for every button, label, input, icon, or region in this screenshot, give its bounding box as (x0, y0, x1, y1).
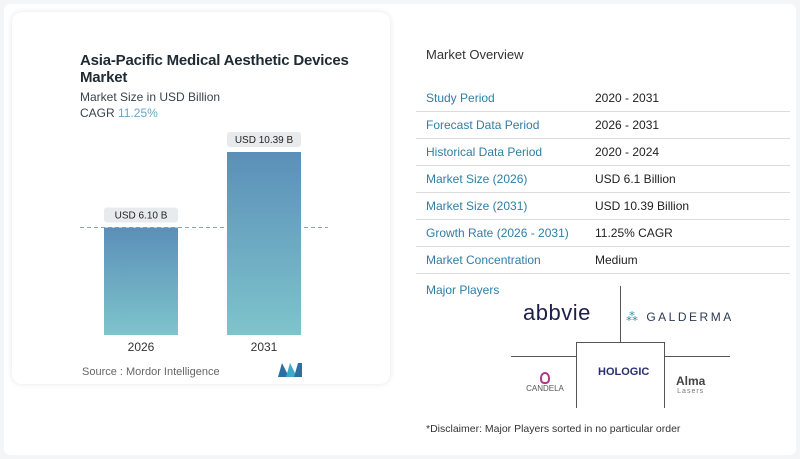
row-value: 11.25% CAGR (595, 226, 673, 240)
row-label: Forecast Data Period (426, 118, 540, 132)
chart-title: Asia-Pacific Medical Aesthetic Devices M… (80, 52, 349, 86)
alma-name: Alma (676, 374, 706, 388)
overview-row: Market Size (2026) USD 6.1 Billion (416, 165, 790, 193)
data-label: USD 10.39 B (235, 135, 294, 146)
cagr-label: CAGR (80, 106, 115, 120)
alma-sub: Lasers (677, 388, 705, 395)
row-value: USD 6.1 Billion (595, 172, 676, 186)
row-label: Market Size (2031) (426, 199, 528, 213)
divider (665, 356, 730, 357)
row-label: Historical Data Period (426, 145, 543, 159)
data-label-bg (227, 132, 301, 147)
bar-2031 (227, 152, 301, 335)
cagr-value: 11.25% (118, 106, 158, 120)
galderma-logo: ⁂ GALDERMA (626, 310, 734, 324)
row-label: Growth Rate (2026 - 2031) (426, 226, 569, 240)
hologic-logo: HOLOGIC (598, 366, 650, 378)
candela-icon (540, 372, 550, 384)
divider (511, 356, 577, 357)
overview-title: Market Overview (426, 47, 524, 62)
source-text: Source : Mordor Intelligence (82, 366, 220, 378)
x-tick-label: 2031 (251, 340, 278, 354)
overview-row: Growth Rate (2026 - 2031) 11.25% CAGR (416, 219, 790, 247)
row-value: Medium (595, 253, 638, 267)
galderma-name: GALDERMA (646, 310, 734, 324)
row-value: 2020 - 2024 (595, 145, 660, 159)
overview-row: Market Concentration Medium (416, 246, 790, 274)
mordor-logo-icon (278, 363, 302, 377)
divider (664, 342, 665, 408)
data-label-bg (104, 207, 178, 223)
bar-2026 (104, 227, 178, 335)
chart-card (12, 12, 390, 384)
alma-logo: Alma Lasers (676, 374, 705, 395)
row-value: USD 10.39 Billion (595, 199, 690, 213)
row-label: Market Concentration (426, 253, 541, 267)
major-players-title: Major Players (426, 283, 500, 297)
cagr: CAGR 11.25% (80, 106, 158, 120)
disclaimer: *Disclaimer: Major Players sorted in no … (426, 423, 681, 435)
overview-row: Study Period 2020 - 2031 (416, 84, 790, 112)
row-label: Market Size (2026) (426, 172, 528, 186)
row-value: 2020 - 2031 (595, 91, 660, 105)
chart-subtitle: Market Size in USD Billion (80, 90, 221, 104)
row-label: Study Period (426, 91, 495, 105)
overview-row: Forecast Data Period 2026 - 2031 (416, 111, 790, 139)
candela-name: CANDELA (526, 384, 564, 393)
row-value: 2026 - 2031 (595, 118, 660, 132)
divider (620, 286, 621, 342)
divider (576, 342, 665, 343)
data-label: USD 6.10 B (115, 211, 168, 222)
x-tick-label: 2026 (128, 340, 155, 354)
divider (576, 342, 577, 408)
candela-logo: CANDELA (524, 372, 566, 393)
bar-chart: USD 6.10 B 2026 USD 10.39 B 2031 (80, 132, 328, 354)
overview-row: Market Size (2031) USD 10.39 Billion (416, 192, 790, 220)
abbvie-logo: abbvie (523, 300, 591, 325)
overview-row: Historical Data Period 2020 - 2024 (416, 138, 790, 166)
